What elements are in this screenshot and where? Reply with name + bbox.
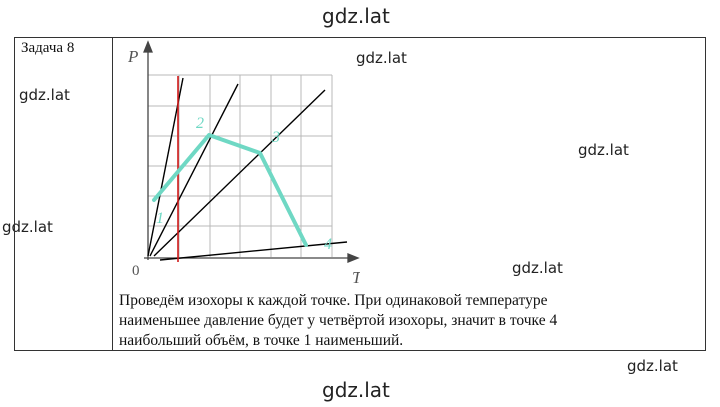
- t-axis-arrow: [347, 253, 360, 263]
- table-divider: [112, 37, 113, 351]
- axis-p-label: P: [127, 47, 138, 66]
- isochore-2: [149, 83, 239, 257]
- explanation-line-2: наименьшее давление будет у четвёртой из…: [119, 312, 558, 329]
- isochore-4: [159, 241, 348, 261]
- origin-label: 0: [132, 263, 140, 279]
- explanation-text: Проведём изохоры к каждой точке. При оди…: [119, 291, 699, 351]
- isochore-graph: P T 0 1 2 3 4: [127, 40, 360, 287]
- watermark-bottom: gdz.lat: [322, 378, 390, 402]
- watermark-lower-center: gdz.lat: [512, 259, 563, 277]
- explanation-line-1: Проведём изохоры к каждой точке. При оди…: [119, 292, 548, 309]
- point-label-3: 3: [271, 129, 280, 146]
- watermark-upper-center: gdz.lat: [356, 49, 407, 67]
- point-label-4: 4: [324, 236, 332, 253]
- watermark-left-upper: gdz.lat: [19, 86, 70, 104]
- watermark-right-middle: gdz.lat: [578, 141, 629, 159]
- process-path: [152, 133, 308, 247]
- task-table: [14, 37, 706, 351]
- isochore-lines: [147, 77, 348, 261]
- isochore-1: [147, 77, 184, 257]
- p-axis-arrow: [143, 40, 153, 53]
- task-label: Задача 8: [21, 40, 75, 56]
- watermark-top: gdz.lat: [322, 4, 390, 28]
- isochore-3: [153, 89, 326, 257]
- axis-t-label: T: [352, 268, 360, 287]
- watermark-right-bottom: gdz.lat: [627, 357, 678, 375]
- point-label-2: 2: [196, 115, 204, 132]
- point-label-1: 1: [156, 210, 164, 227]
- grid: [148, 74, 333, 257]
- explanation-line-3: наибольший объём, в точке 1 наименьший.: [119, 332, 404, 349]
